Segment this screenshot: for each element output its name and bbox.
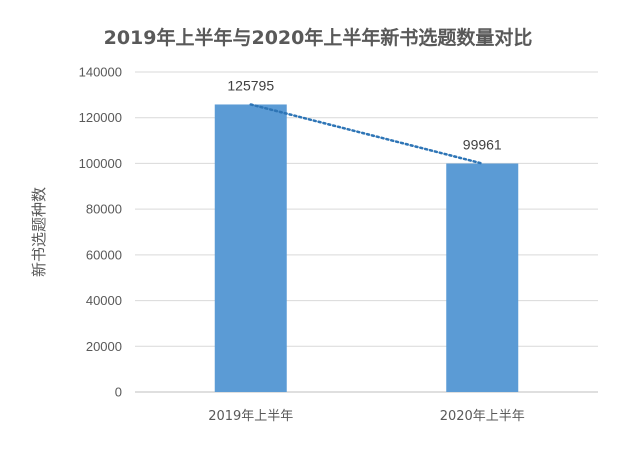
data-label: 99961: [463, 137, 502, 153]
data-label: 125795: [227, 77, 274, 93]
trend-line: [249, 103, 484, 165]
y-tick-label: 20000: [86, 339, 122, 354]
y-tick-label: 140000: [79, 65, 122, 80]
y-tick-label: 0: [115, 385, 122, 400]
bars: [214, 104, 519, 393]
bar: [214, 104, 287, 393]
y-tick-label: 40000: [86, 293, 122, 308]
y-tick-label: 100000: [79, 156, 122, 171]
chart-title: 2019年上半年与2020年上半年新书选题数量对比: [104, 26, 533, 49]
y-axis-tick-labels: 0 20000 40000 60000 80000 100000 120000 140000: [79, 65, 122, 400]
y-tick-label: 60000: [86, 247, 122, 262]
y-axis-label: 新书选题种数: [30, 187, 48, 277]
trendline: [249, 103, 484, 165]
y-tick-label: 120000: [79, 110, 122, 125]
bar: [446, 163, 519, 392]
gridlines: [135, 71, 598, 393]
y-tick-label: 80000: [86, 202, 122, 217]
x-tick-label: 2019年上半年: [208, 409, 293, 424]
x-tick-label: 2020年上半年: [440, 409, 525, 424]
x-axis-category-labels: 2019年上半年 2020年上半年: [208, 409, 525, 424]
data-labels: 125795 99961: [227, 77, 502, 152]
